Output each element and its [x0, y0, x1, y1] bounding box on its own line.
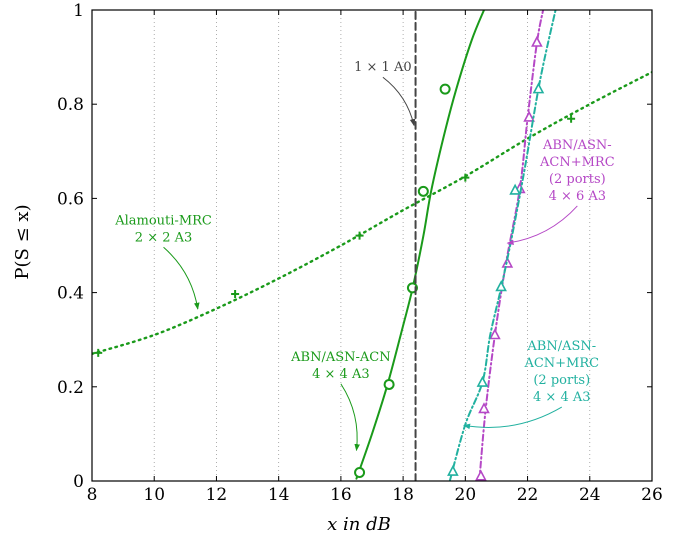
annotation-abn_acn: ABN/ASN-ACN 4 × 4 A3	[290, 350, 391, 452]
data-point	[94, 348, 103, 357]
annotation-arrow	[382, 76, 416, 127]
data-point	[355, 231, 364, 240]
x-tick-label: 14	[268, 485, 290, 505]
data-point	[417, 185, 429, 197]
series-abn_acn	[354, 10, 485, 480]
x-tick-label: 8	[87, 485, 98, 505]
data-point	[383, 378, 395, 390]
data-point	[476, 375, 489, 387]
x-axis-label: x in dB	[327, 514, 391, 535]
x-tick-label: 20	[455, 485, 477, 505]
series-line-abn_acn_mrc_4x6	[478, 10, 545, 481]
x-axis-ticks: 8 10 12 14 16 18 20 22 24 26	[87, 10, 663, 505]
annotation-text: Alamouti-MRC	[114, 213, 212, 228]
annotation-text: ABN/ASN-	[526, 339, 596, 354]
series-line-abn_acn	[355, 10, 485, 480]
annotation-arrow	[463, 406, 563, 430]
x-tick-label: 10	[143, 485, 165, 505]
annotation-arrow	[340, 383, 360, 452]
plot-frame	[91, 9, 653, 482]
annotation-text: ACN+MRC	[539, 155, 615, 170]
annotation-text: 2 × 2 A3	[135, 230, 193, 245]
y-tick-label: 0.8	[57, 95, 84, 115]
y-axis-label: P(S ≤ x)	[12, 204, 33, 279]
series-alamouti	[92, 70, 652, 357]
x-tick-label: 16	[330, 485, 352, 505]
annotation-ref: 1 × 1 A0	[354, 60, 416, 127]
annotation-text: 4 × 6 A3	[549, 189, 607, 204]
annotation-text: ABN/ASN-	[542, 138, 612, 153]
data-point	[461, 173, 470, 182]
data-point	[439, 83, 451, 95]
data-point	[489, 328, 501, 340]
data-point	[523, 110, 535, 122]
y-tick-label: 0.2	[57, 378, 84, 398]
annotation-text: (2 ports)	[533, 373, 590, 388]
series-line-alamouti	[92, 70, 652, 356]
y-tick-label: 0.6	[57, 189, 84, 209]
data-point	[447, 464, 459, 476]
annotation-text: (2 ports)	[549, 172, 606, 187]
data-point	[532, 82, 545, 94]
y-tick-label: 0	[73, 472, 84, 492]
data-point	[354, 467, 366, 479]
x-tick-label: 12	[206, 485, 228, 505]
y-tick-label: 0.4	[57, 284, 84, 304]
annotation-text: 4 × 4 A3	[533, 390, 591, 405]
grid-lines	[153, 10, 591, 481]
annotation-text: 1 × 1 A0	[354, 60, 412, 75]
data-point	[475, 469, 487, 481]
x-tick-label: 22	[517, 485, 539, 505]
x-tick-label: 24	[579, 485, 601, 505]
annotation-text: ACN+MRC	[523, 356, 599, 371]
data-point	[567, 114, 576, 123]
annotation-arrow	[506, 205, 578, 246]
series-layer	[92, 10, 652, 481]
data-point	[231, 290, 240, 299]
data-point	[478, 402, 490, 414]
annotation-text: 4 × 4 A3	[312, 367, 370, 382]
x-tick-label: 18	[392, 485, 414, 505]
data-point	[509, 183, 521, 195]
y-tick-label: 1	[73, 1, 84, 21]
annotation-alamouti: Alamouti-MRC 2 × 2 A3	[114, 213, 212, 310]
x-tick-label: 26	[641, 485, 663, 505]
data-point	[495, 280, 507, 292]
series-line-abn_acn_mrc_4x4	[448, 10, 557, 481]
y-axis-ticks: 0 0.2 0.4 0.6 0.8 1	[57, 1, 652, 492]
annotation-mrc_4x4: ABN/ASN- ACN+MRC (2 ports) 4 × 4 A3	[463, 339, 599, 430]
series-abn_acn_mrc_4x4	[447, 10, 557, 481]
annotation-mrc_4x6: ABN/ASN- ACN+MRC (2 ports) 4 × 6 A3	[506, 138, 615, 246]
annotation-arrow	[163, 246, 200, 310]
annotation-text: ABN/ASN-ACN	[290, 350, 390, 365]
data-point	[531, 35, 543, 47]
